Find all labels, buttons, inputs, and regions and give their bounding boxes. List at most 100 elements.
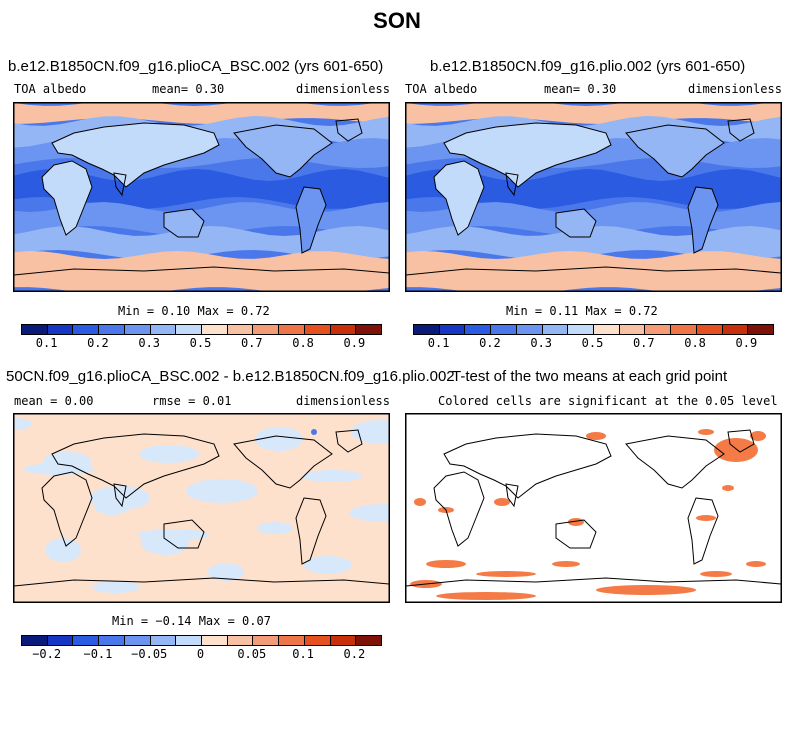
panel3-colorbar <box>21 635 382 646</box>
panel3-rmse: rmse = 0.01 <box>152 394 232 408</box>
colorbar-tick-label: −0.1 <box>83 647 113 661</box>
panel1-map <box>13 100 390 295</box>
significant-cell <box>698 429 714 435</box>
colorbar-swatch <box>253 325 280 334</box>
colorbar-swatch <box>356 636 382 645</box>
colorbar-swatch <box>99 325 125 334</box>
coastline <box>687 186 719 254</box>
coastline <box>13 266 390 276</box>
colorbar-tick-label: 0.7 <box>632 336 655 350</box>
panel2-map <box>405 100 782 295</box>
colorbar-tick-label: −0.2 <box>32 647 62 661</box>
colorbar-swatch <box>47 325 74 334</box>
panel1-colorbar <box>21 324 382 335</box>
coastline <box>505 172 519 197</box>
colorbar-swatch <box>414 325 440 334</box>
coastline <box>233 124 333 178</box>
coastline <box>505 483 519 508</box>
panel2-variable: TOA albedo <box>405 82 478 96</box>
colorbar-swatch <box>696 325 723 334</box>
panel1-colorbar-labels: 0.1 0.2 0.3 0.5 0.7 0.8 0.9 <box>21 336 380 352</box>
colorbar-swatch <box>465 325 492 334</box>
colorbar-swatch <box>99 636 125 645</box>
panel3-units: dimensionless <box>296 394 390 408</box>
colorbar-tick-label: 0.1 <box>35 336 58 350</box>
panel3-map <box>0 413 421 603</box>
colorbar-swatch <box>671 325 697 334</box>
colorbar-tick-label: 0.3 <box>530 336 553 350</box>
coastline <box>555 519 597 549</box>
colorbar-swatch <box>542 325 569 334</box>
colorbar-tick-label: 0.5 <box>581 336 604 350</box>
colorbar-tick-label: −0.05 <box>131 647 168 661</box>
coastline <box>687 497 719 565</box>
coastline <box>41 471 93 547</box>
colorbar-swatch <box>22 325 48 334</box>
panel2-mean: mean= 0.30 <box>544 82 617 96</box>
panel1-mean: mean= 0.30 <box>152 82 225 96</box>
coastline <box>405 266 782 276</box>
colorbar-swatch <box>594 325 620 334</box>
colorbar-swatch <box>124 325 151 334</box>
colorbar-swatch <box>330 325 357 334</box>
colorbar-swatch <box>304 325 331 334</box>
significant-cell <box>568 518 584 526</box>
colorbar-tick-label: 0.8 <box>684 336 706 350</box>
colorbar-swatch <box>73 325 100 334</box>
panel1-minmax: Min = 0.10 Max = 0.72 <box>118 304 270 318</box>
colorbar-swatch <box>202 636 228 645</box>
colorbar-swatch <box>176 636 203 645</box>
panel2-title: b.e12.B1850CN.f09_g16.plio.002 (yrs 601-… <box>430 58 746 75</box>
coastline <box>233 435 333 489</box>
colorbar-swatch <box>748 325 774 334</box>
colorbar-swatch <box>304 636 331 645</box>
panel1-units: dimensionless <box>296 82 390 96</box>
panel4-subtitle: Colored cells are significant at the 0.0… <box>438 394 778 408</box>
coastline <box>727 118 755 142</box>
panel3-title: 50CN.f09_g16.plioCA_BSC.002 - b.e12.B185… <box>6 368 455 385</box>
colorbar-swatch <box>568 325 595 334</box>
colorbar-swatch <box>150 636 177 645</box>
colorbar-swatch <box>176 325 203 334</box>
coastline <box>51 433 220 499</box>
figure-title: SON <box>373 8 421 33</box>
colorbar-tick-label: 0.1 <box>427 336 450 350</box>
coastline <box>625 435 725 489</box>
coastline <box>443 433 612 499</box>
significant-cell <box>722 485 734 491</box>
colorbar-swatch <box>227 325 254 334</box>
colorbar-tick-label: 0.8 <box>292 336 314 350</box>
coastline <box>555 208 597 238</box>
coastline <box>163 208 205 238</box>
colorbar-swatch <box>124 636 151 645</box>
panel3-mean: mean = 0.00 <box>14 394 94 408</box>
panel1-variable: TOA albedo <box>14 82 87 96</box>
significant-cell <box>436 592 536 600</box>
coastline <box>113 172 127 197</box>
significant-cell <box>494 498 510 506</box>
coastline <box>443 122 612 188</box>
significant-cell <box>750 431 766 441</box>
colorbar-swatch <box>722 325 749 334</box>
coastline <box>433 471 485 547</box>
colorbar-tick-label: 0.9 <box>735 336 758 350</box>
coastline <box>295 186 327 254</box>
panel3-colorbar-labels: −0.2 −0.1 −0.05 0 0.05 0.1 0.2 <box>21 647 380 663</box>
colorbar-swatch <box>491 325 517 334</box>
colorbar-tick-label: 0.5 <box>189 336 212 350</box>
coastline <box>335 429 363 453</box>
coastline <box>51 122 220 188</box>
panel4-map <box>405 413 782 603</box>
coastline <box>295 497 327 565</box>
colorbar-swatch <box>279 636 305 645</box>
colorbar-tick-label: 0.9 <box>343 336 366 350</box>
colorbar-swatch <box>645 325 672 334</box>
significant-cell <box>714 438 758 462</box>
colorbar-tick-label: 0.3 <box>138 336 161 350</box>
colorbar-tick-label: 0 <box>196 647 205 661</box>
significant-cell <box>414 498 426 506</box>
colorbar-tick-label: 0.2 <box>87 336 109 350</box>
panel2-minmax: Min = 0.11 Max = 0.72 <box>506 304 658 318</box>
colorbar-tick-label: 0.2 <box>479 336 501 350</box>
significant-cell <box>426 560 466 568</box>
